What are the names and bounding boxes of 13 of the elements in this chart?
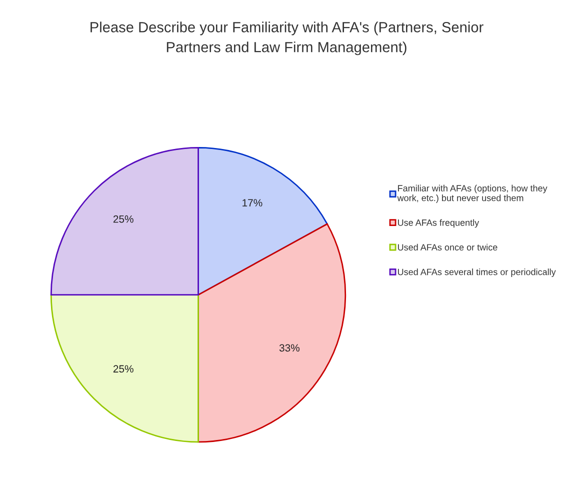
data-label: 17% bbox=[242, 199, 262, 206]
chart-title: Please Describe your Familiarity with AFA's (Partners, Senior Partners and Law Firm Management) bbox=[90, 22, 484, 56]
data-label: 33% bbox=[279, 344, 300, 352]
data-label: 25% bbox=[113, 365, 134, 373]
legend-label: Use AFAs frequently bbox=[398, 219, 480, 228]
pie-slice bbox=[198, 147, 328, 296]
pie-slice bbox=[50, 147, 199, 296]
pie-slice bbox=[50, 294, 199, 443]
pie-slice bbox=[198, 223, 346, 443]
legend-label: Familiar with AFAs (options, how they work, etc.) but never used them bbox=[397, 184, 548, 203]
legend-label: Used AFAs several times or periodically bbox=[398, 268, 556, 277]
data-label: 25% bbox=[113, 215, 134, 223]
legend-label: Used AFAs once or twice bbox=[398, 244, 498, 250]
